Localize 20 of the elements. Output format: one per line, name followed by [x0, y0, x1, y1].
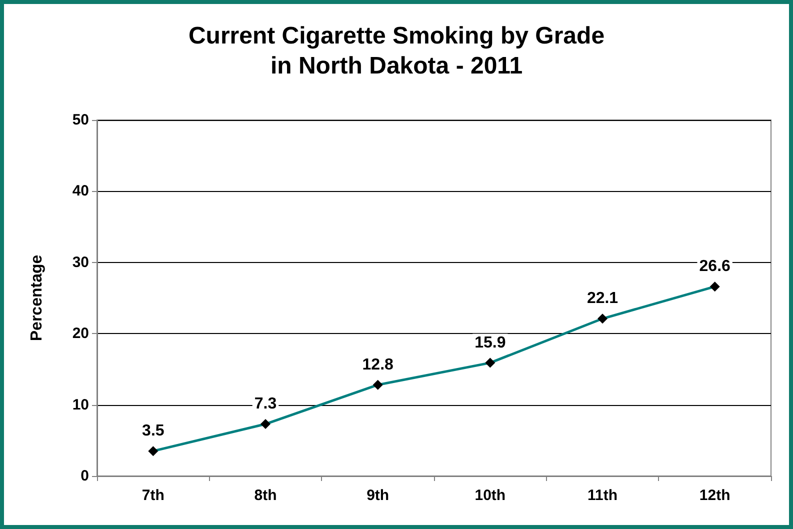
data-label: 22.1 [586, 290, 618, 308]
x-tick-label: 8th [254, 487, 277, 504]
x-tick-label: 9th [366, 487, 390, 504]
data-label: 15.9 [474, 334, 506, 352]
y-tick-label: 20 [72, 325, 89, 342]
data-label: 7.3 [254, 396, 277, 413]
y-tick-label: 10 [72, 396, 89, 414]
x-tick-label: 10th [474, 487, 506, 504]
data-label: 3.5 [142, 422, 164, 440]
y-tick-label: 0 [80, 468, 89, 484]
data-label: 26.6 [699, 258, 731, 276]
y-tick-label: 40 [72, 182, 89, 200]
chart-title: Current Cigarette Smoking by Grade in North Dakota - 2011 [188, 22, 605, 80]
x-tick-label: 7th [142, 487, 164, 504]
y-axis-title: Percentage [28, 254, 46, 342]
data-label: 12.8 [362, 356, 394, 374]
y-tick-label: 30 [72, 254, 89, 271]
x-tick-label: 12th [699, 487, 730, 504]
y-tick-label: 50 [72, 112, 89, 128]
x-tick-label: 11th [587, 487, 618, 504]
